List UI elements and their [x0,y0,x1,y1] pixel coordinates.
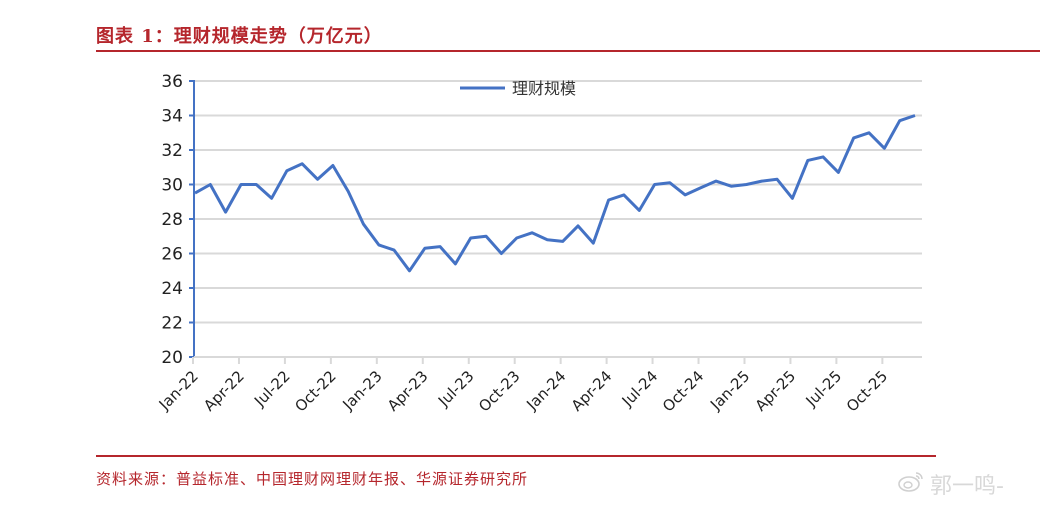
gridlines [195,80,922,324]
x-tick-label: Oct-22 [291,367,339,415]
x-tick-label: Jan-23 [339,367,386,414]
watermark: 郭一鸣- [930,474,1004,499]
y-tick-label: 22 [161,314,183,334]
x-tick-label: Apr-24 [568,367,616,415]
source-divider [96,455,936,457]
series-line-licai-guimo [194,114,916,273]
y-tick-label: 34 [161,107,183,127]
y-tick-label: 28 [161,210,183,230]
y-tick-label: 36 [161,72,183,92]
source-note: 资料来源：普益标准、中国理财网理财年报、华源证券研究所 [96,470,529,488]
y-axis: 20 22 24 26 28 30 32 34 36 [161,72,195,368]
x-tick-label: Apr-25 [752,367,800,415]
weibo-logo-icon [898,472,923,492]
y-tick-label: 20 [161,348,183,368]
y-tick-label: 30 [161,176,183,196]
x-tick-label: Jan-24 [522,367,569,414]
chart-title: 图表 1：理财规模走势（万亿元） [96,26,383,47]
x-tick-label: Oct-23 [475,367,523,415]
x-tick-label: Jan-25 [706,367,753,414]
x-tick-label: Jul-24 [618,367,662,411]
y-tick-label: 32 [161,141,183,161]
x-tick-label: Oct-25 [843,367,891,415]
x-tick-label: Jul-22 [250,367,294,411]
x-tick-label: Jan-22 [155,367,202,414]
x-tick-label: Oct-24 [659,367,707,415]
x-tick-label: Jul-25 [802,367,846,411]
x-tick-label: Jul-23 [434,367,478,411]
y-tick-label: 24 [161,279,183,299]
y-tick-label: 26 [161,245,183,265]
legend: 理财规模 [460,79,576,98]
x-tick-label: Apr-23 [384,367,432,415]
title-divider [96,50,1040,52]
x-tick-label: Apr-22 [200,367,248,415]
legend-label: 理财规模 [512,79,576,98]
